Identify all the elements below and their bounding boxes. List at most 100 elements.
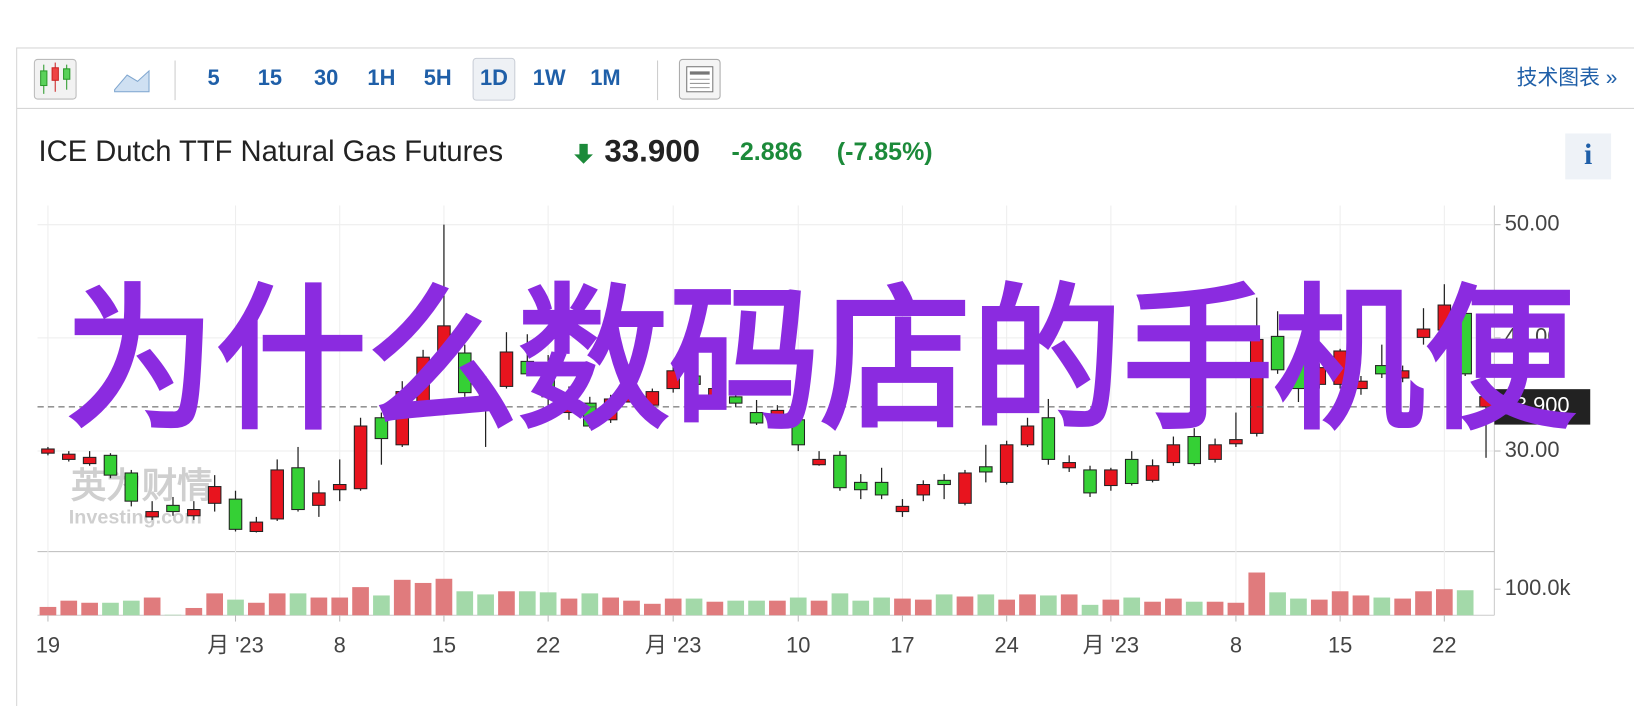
y-tick-label: 50.00 (1505, 210, 1560, 235)
volume-bar (727, 600, 745, 616)
candle-body (41, 448, 55, 454)
x-tick-label: 24 (994, 632, 1018, 657)
interval-active-bg (472, 57, 516, 101)
x-tick-label: 10 (786, 632, 810, 657)
candle-body (416, 356, 430, 403)
volume-bar (1331, 591, 1349, 616)
price-change-percent: (-7.85%) (837, 138, 933, 166)
volume-bar (248, 602, 265, 616)
volume-bar (185, 607, 203, 616)
volume-bar (810, 600, 828, 616)
volume-bar (1415, 591, 1432, 616)
candle-body (749, 412, 764, 424)
instrument-title: ICE Dutch TTF Natural Gas Futures (39, 136, 504, 168)
candle-body (979, 466, 993, 473)
interval-button[interactable]: 1D (480, 65, 508, 90)
volume-bar (560, 598, 578, 616)
y-tick-label: 40.00 (1505, 324, 1560, 349)
volume-bar (352, 587, 369, 616)
candle-body (1166, 444, 1181, 464)
volume-bar (1123, 597, 1141, 616)
info-button-bg[interactable] (1565, 133, 1612, 180)
candle-body (708, 388, 722, 406)
candle-body (728, 396, 743, 404)
logo-cn: 英为财情 (71, 465, 213, 505)
volume-bar (894, 598, 911, 616)
x-tick-label: 17 (890, 632, 914, 657)
line-icon-button[interactable] (114, 69, 150, 93)
candle-body (562, 396, 576, 414)
candle-body (374, 417, 389, 440)
volume-bar (1352, 595, 1370, 616)
technical-chart-link[interactable]: 技术图表 » (1517, 67, 1618, 90)
volume-bar (935, 594, 953, 616)
volume-bar (1290, 598, 1307, 616)
volume-bar (310, 597, 328, 616)
overlay-caption: 为什么数码店的手机便 (65, 274, 1578, 449)
candle-body (874, 481, 889, 496)
candle-body (124, 472, 139, 502)
volume-bar (873, 597, 890, 616)
volume-bar (789, 597, 807, 616)
candle-body (937, 479, 951, 486)
x-tick-label: 15 (1328, 632, 1352, 657)
candle-body (1354, 380, 1368, 390)
volume-bar (977, 594, 995, 616)
interval-button[interactable]: 30 (314, 65, 338, 90)
candle-body (1020, 425, 1035, 446)
volume-bar (706, 601, 724, 616)
info-button[interactable]: i (1584, 139, 1592, 171)
volume-bar (1144, 601, 1161, 616)
candle-body (353, 425, 368, 490)
volume-bar (122, 600, 140, 616)
candle-body (82, 456, 97, 465)
candle-body (1124, 458, 1139, 485)
volume-bar (664, 598, 682, 616)
interval-button[interactable]: 5H (424, 65, 452, 90)
volume-bar (414, 582, 432, 616)
volume-bar (1102, 599, 1120, 616)
volume-bar (602, 597, 620, 616)
volume-bar (498, 591, 515, 616)
volume-bar (206, 593, 224, 616)
candle-body (145, 511, 159, 518)
volume-bar (393, 579, 411, 616)
candle-body (583, 402, 597, 427)
candle-body (687, 375, 701, 385)
candle-body (1229, 439, 1243, 445)
volume-bar (1394, 598, 1411, 616)
volume-bar (1227, 602, 1245, 616)
interval-button[interactable]: 1H (367, 65, 395, 90)
interval-button[interactable]: 1W (533, 65, 566, 90)
volume-bar (914, 599, 932, 616)
candle-body (437, 325, 451, 361)
last-price-label: 33.900 (1503, 393, 1570, 418)
candle-body (1437, 304, 1452, 331)
volume-bar (1310, 599, 1328, 616)
x-tick-label: 8 (334, 632, 346, 657)
candle-body (1395, 370, 1410, 379)
x-tick-label: 15 (432, 632, 456, 657)
candle-body (270, 469, 284, 520)
volume-bar (685, 598, 703, 616)
candle-icon-button[interactable] (33, 58, 77, 100)
candle-body (1333, 350, 1347, 385)
volume-bar (1269, 592, 1286, 616)
interval-button[interactable]: 1M (590, 65, 620, 90)
candle-body (1291, 362, 1306, 390)
candle-body (916, 484, 931, 496)
axis-labels: 30.00 40.00 50.00 100.0k 19 月 '23 8 15 22 月 '23 10… (36, 210, 1591, 657)
candle-body (1208, 444, 1222, 460)
x-tick-label: 月 '23 (1083, 632, 1139, 657)
interval-button[interactable]: 5 (208, 65, 220, 90)
interval-button[interactable]: 15 (258, 65, 282, 90)
volume-bar (39, 606, 57, 616)
x-tick-label: 19 (36, 632, 60, 657)
candle-body (1104, 469, 1118, 487)
candle-body (1416, 328, 1431, 338)
table-icon-button[interactable] (678, 58, 721, 100)
candle-body (1041, 417, 1056, 460)
candle-body (645, 391, 660, 406)
candle-body (1249, 338, 1264, 434)
